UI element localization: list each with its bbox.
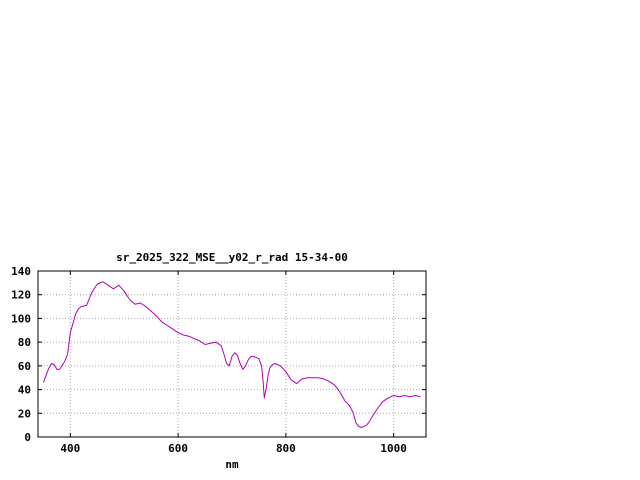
y-tick-label: 40 — [18, 384, 31, 397]
y-tick-label: 80 — [18, 336, 31, 349]
y-tick-label: 20 — [18, 407, 31, 420]
y-tick-label: 120 — [11, 289, 31, 302]
x-tick-label: 1000 — [380, 442, 407, 455]
y-tick-label: 60 — [18, 360, 31, 373]
y-tick-label: 140 — [11, 265, 31, 278]
data-series-line — [42, 281, 421, 428]
y-tick-label: 100 — [11, 312, 31, 325]
x-tick-label: 600 — [168, 442, 188, 455]
chart-title: sr_2025_322_MSE__y02_r_rad 15-34-00 — [116, 251, 348, 264]
x-tick-label: 400 — [60, 442, 80, 455]
y-tick-label: 0 — [24, 431, 31, 444]
x-tick-label: 800 — [276, 442, 296, 455]
x-axis-label: nm — [225, 458, 239, 471]
